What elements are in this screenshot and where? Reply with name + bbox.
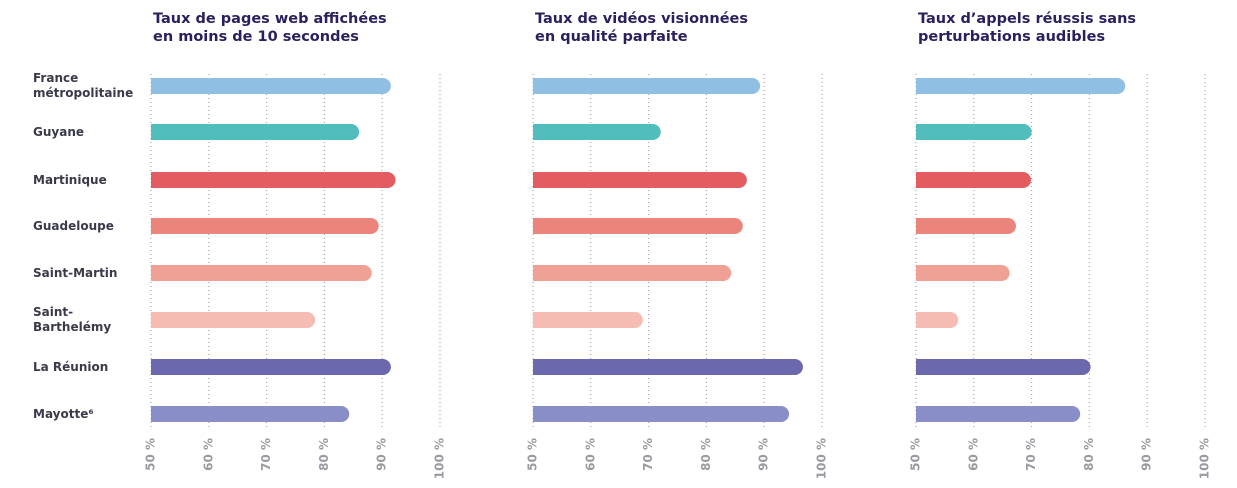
category-label: La Réunion <box>33 359 109 374</box>
chart-title: en qualité parfaite <box>535 29 688 45</box>
bar <box>916 78 1126 94</box>
x-tick-label: 80 % <box>317 438 331 471</box>
category-label: Guadeloupe <box>33 218 114 233</box>
bar <box>151 359 391 375</box>
bar <box>151 124 360 140</box>
chart-title: en moins de 10 secondes <box>153 29 359 45</box>
category-label: Mayotte⁶ <box>33 406 94 421</box>
x-tick-label: 60 % <box>966 438 980 471</box>
chart-title: perturbations audibles <box>918 29 1106 45</box>
bar <box>533 359 803 375</box>
bar <box>533 124 661 140</box>
x-tick-label: 60 % <box>583 438 597 471</box>
bar <box>916 265 1010 281</box>
bar <box>916 172 1032 188</box>
chart-title: Taux de vidéos visionnées <box>535 11 748 27</box>
x-tick-label: 50 % <box>144 438 158 471</box>
bar <box>533 406 790 422</box>
bar <box>916 312 959 328</box>
bar <box>533 172 747 188</box>
x-tick-label: 70 % <box>259 438 273 471</box>
bar <box>916 359 1091 375</box>
bar <box>151 172 396 188</box>
chart-title: Taux d’appels réussis sans <box>918 11 1137 27</box>
bar <box>916 124 1032 140</box>
category-label: Saint-Barthelémy <box>33 305 112 334</box>
x-tick-label: 90 % <box>1140 438 1154 471</box>
category-label: Saint-Martin <box>33 265 118 280</box>
bar <box>533 78 761 94</box>
bar <box>151 406 350 422</box>
bar <box>151 265 372 281</box>
x-tick-label: 80 % <box>1082 438 1096 471</box>
category-label: France métropolitaine <box>33 71 134 100</box>
x-tick-label: 90 % <box>757 438 771 471</box>
x-tick-label: 100 % <box>815 438 829 479</box>
chart-title: Taux de pages web affichées <box>153 11 387 27</box>
bar <box>151 312 316 328</box>
bar <box>533 218 743 234</box>
x-tick-label: 90 % <box>375 438 389 471</box>
x-tick-label: 70 % <box>641 438 655 471</box>
category-label: Martinique <box>33 172 107 187</box>
bar <box>916 218 1016 234</box>
x-tick-label: 100 % <box>433 438 447 479</box>
category-label: Guyane <box>33 124 84 139</box>
x-tick-label: 50 % <box>526 438 540 471</box>
bar <box>151 218 379 234</box>
bar <box>916 406 1081 422</box>
x-tick-label: 50 % <box>909 438 923 471</box>
bar <box>533 265 732 281</box>
bar <box>151 78 391 94</box>
x-tick-label: 70 % <box>1024 438 1038 471</box>
x-tick-label: 80 % <box>699 438 713 471</box>
x-tick-label: 100 % <box>1198 438 1212 479</box>
bar <box>533 312 643 328</box>
x-tick-label: 60 % <box>201 438 215 471</box>
